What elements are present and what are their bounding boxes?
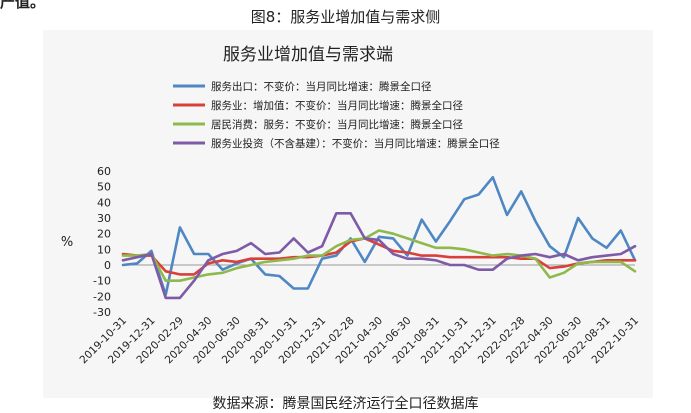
preceding-text-fragment: 产值。: [0, 0, 46, 11]
chart-title: 服务业增加值与需求端: [223, 45, 393, 65]
figure-caption: 图8：服务业增加值与需求侧: [250, 8, 441, 26]
y-tick-label: 50: [97, 181, 111, 194]
y-tick-label: 60: [97, 165, 111, 178]
series-line: [121, 212, 637, 300]
y-tick-label: -20: [93, 290, 111, 303]
legend-label: 服务业投资（不含基建）：不变价：当月同比增速：腾景全口径: [211, 137, 500, 150]
series-line: [121, 176, 637, 297]
y-tick-label: 30: [97, 212, 111, 225]
legend: 服务出口：不变价：当月同比增速：腾景全口径服务业：增加值：不变价：当月同比增速：…: [173, 80, 500, 150]
series-lines: [121, 176, 637, 300]
x-axis: 2019-10-312019-12-312020-02-292020-04-30…: [77, 315, 641, 367]
y-tick-label: -10: [93, 275, 111, 288]
line-chart: 服务业增加值与需求端 服务出口：不变价：当月同比增速：腾景全口径服务业：增加值：…: [61, 45, 641, 367]
legend-label: 服务业：增加值：不变价：当月同比增速：腾景全口径: [211, 99, 463, 112]
y-axis-label: %: [61, 235, 73, 250]
series-line: [121, 237, 637, 276]
legend-label: 服务出口：不变价：当月同比增速：腾景全口径: [211, 80, 432, 93]
legend-label: 居民消费：服务：不变价：当月同比增速：腾景全口径: [211, 118, 463, 131]
chart-panel: 服务业增加值与需求端 服务出口：不变价：当月同比增速：腾景全口径服务业：增加值：…: [43, 30, 653, 398]
y-axis: 60 50 40 30 20 10 0 -10 -20 -30: [93, 165, 111, 319]
y-tick-label: 40: [97, 196, 111, 209]
series-line: [121, 229, 637, 282]
source-note: 数据来源：腾景国民经济运行全口径数据库: [212, 396, 479, 412]
y-tick-label: 0: [104, 259, 111, 272]
y-tick-label: -30: [93, 306, 111, 319]
y-tick-label: 20: [97, 228, 111, 241]
y-tick-label: 10: [97, 243, 111, 256]
